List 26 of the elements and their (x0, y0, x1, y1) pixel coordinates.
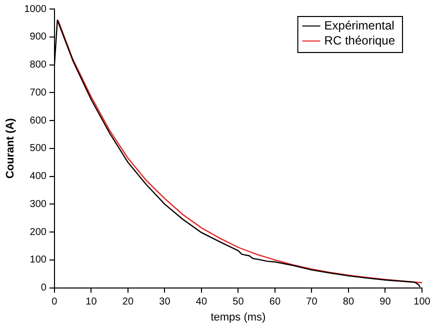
x-axis-title: temps (ms) (210, 311, 266, 324)
y-tick-label: 600 (30, 115, 47, 126)
y-tick-label: 500 (30, 143, 47, 154)
y-tick-label: 400 (30, 171, 47, 182)
y-axis-title: Courant (A) (4, 118, 17, 179)
legend-label: RC théorique (324, 33, 396, 48)
y-tick-label: 0 (40, 282, 47, 294)
legend-label: Expérimental (324, 18, 394, 32)
x-tick-label: 100 (414, 296, 431, 308)
y-tick-label: 800 (30, 60, 47, 71)
y-tick-label: 900 (30, 32, 47, 43)
x-tick-label: 80 (342, 296, 354, 308)
y-tick-label: 200 (30, 226, 47, 238)
x-tick-label: 60 (269, 296, 281, 308)
y-tick-label: 300 (30, 198, 47, 210)
x-tick-label: 90 (380, 296, 392, 308)
y-tick-label: 1000 (24, 4, 47, 15)
y-tick-label: 700 (30, 87, 47, 98)
x-tick-label: 50 (232, 296, 244, 308)
x-tick-label: 10 (86, 296, 98, 308)
x-tick-label: 70 (306, 296, 318, 308)
y-tick-label: 100 (30, 254, 47, 266)
x-tick-label: 40 (196, 296, 208, 308)
x-tick-label: 30 (159, 296, 171, 308)
x-tick-label: 0 (52, 296, 58, 308)
x-tick-label: 20 (122, 296, 134, 308)
